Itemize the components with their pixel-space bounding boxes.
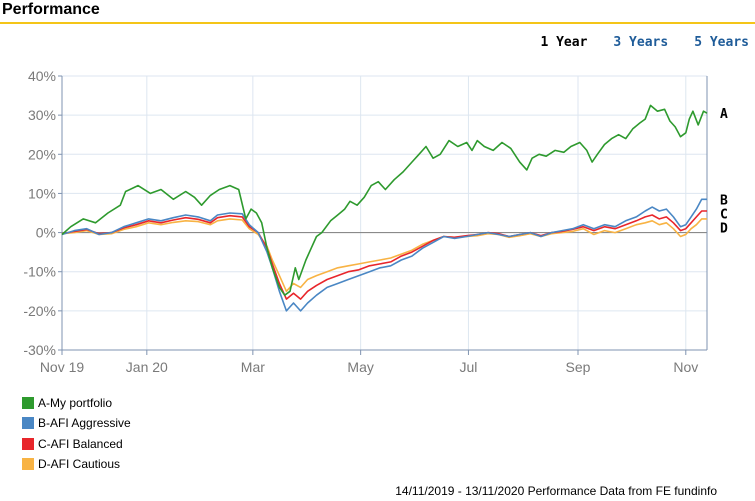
series-line-c — [61, 210, 707, 300]
performance-chart: -30% -20% -10% 0% 10% 20% 30% 40% Nov 19 Jan 20 Ma… — [23, 68, 728, 375]
x-tick-label: Jul — [459, 359, 477, 375]
y-tick-label: -30% — [23, 342, 56, 358]
period-5-years[interactable]: 5 Years — [694, 35, 749, 50]
period-1-year[interactable]: 1 Year — [540, 35, 588, 50]
legend-swatch-d — [22, 458, 34, 471]
y-tick-label: -10% — [23, 264, 56, 280]
data-source-note: 14/11/2019 - 13/11/2020 Performance Data… — [395, 484, 717, 498]
series-end-label-d: D — [720, 221, 728, 236]
legend-swatch-a — [22, 397, 34, 410]
legend-label-c: C-AFI Balanced — [38, 436, 123, 451]
legend-item-a: A-My portfolio — [22, 393, 131, 413]
x-tick-label: Sep — [566, 359, 591, 375]
x-tick-label: Jan 20 — [126, 359, 168, 375]
section-header: Performance — [0, 0, 755, 24]
series-end-label-a: A — [720, 107, 728, 122]
legend-item-c: C-AFI Balanced — [22, 434, 131, 454]
y-tick-label: 0% — [36, 225, 56, 241]
series-line-d — [61, 218, 707, 293]
section-title: Performance — [2, 1, 100, 18]
legend-swatch-c — [22, 437, 34, 450]
y-tick-label: 20% — [28, 146, 56, 162]
legend-label-d: D-AFI Cautious — [38, 457, 121, 472]
x-tick-label: Nov — [673, 359, 698, 375]
x-tick-label: Nov 19 — [40, 359, 85, 375]
y-tick-label: 30% — [28, 107, 56, 123]
series-line-b — [61, 198, 707, 312]
period-selector: 1 Year 3 Years 5 Years — [540, 35, 749, 50]
legend-label-a: A-My portfolio — [38, 396, 113, 411]
x-tick-label: Mar — [241, 359, 265, 375]
series-end-label-c: C — [720, 207, 728, 222]
period-3-years[interactable]: 3 Years — [613, 35, 669, 50]
legend-item-d: D-AFI Cautious — [22, 454, 131, 474]
chart-legend: A-My portfolio B-AFI Aggressive C-AFI Ba… — [22, 393, 131, 474]
legend-item-b: B-AFI Aggressive — [22, 413, 131, 433]
x-tick-label: May — [347, 359, 373, 375]
y-tick-label: 10% — [28, 185, 56, 201]
y-tick-label: 40% — [28, 68, 56, 84]
legend-label-b: B-AFI Aggressive — [38, 416, 131, 431]
y-tick-label: -20% — [23, 303, 56, 319]
series-line-a — [61, 104, 708, 296]
series-end-label-b: B — [720, 193, 728, 208]
legend-swatch-b — [22, 417, 34, 430]
